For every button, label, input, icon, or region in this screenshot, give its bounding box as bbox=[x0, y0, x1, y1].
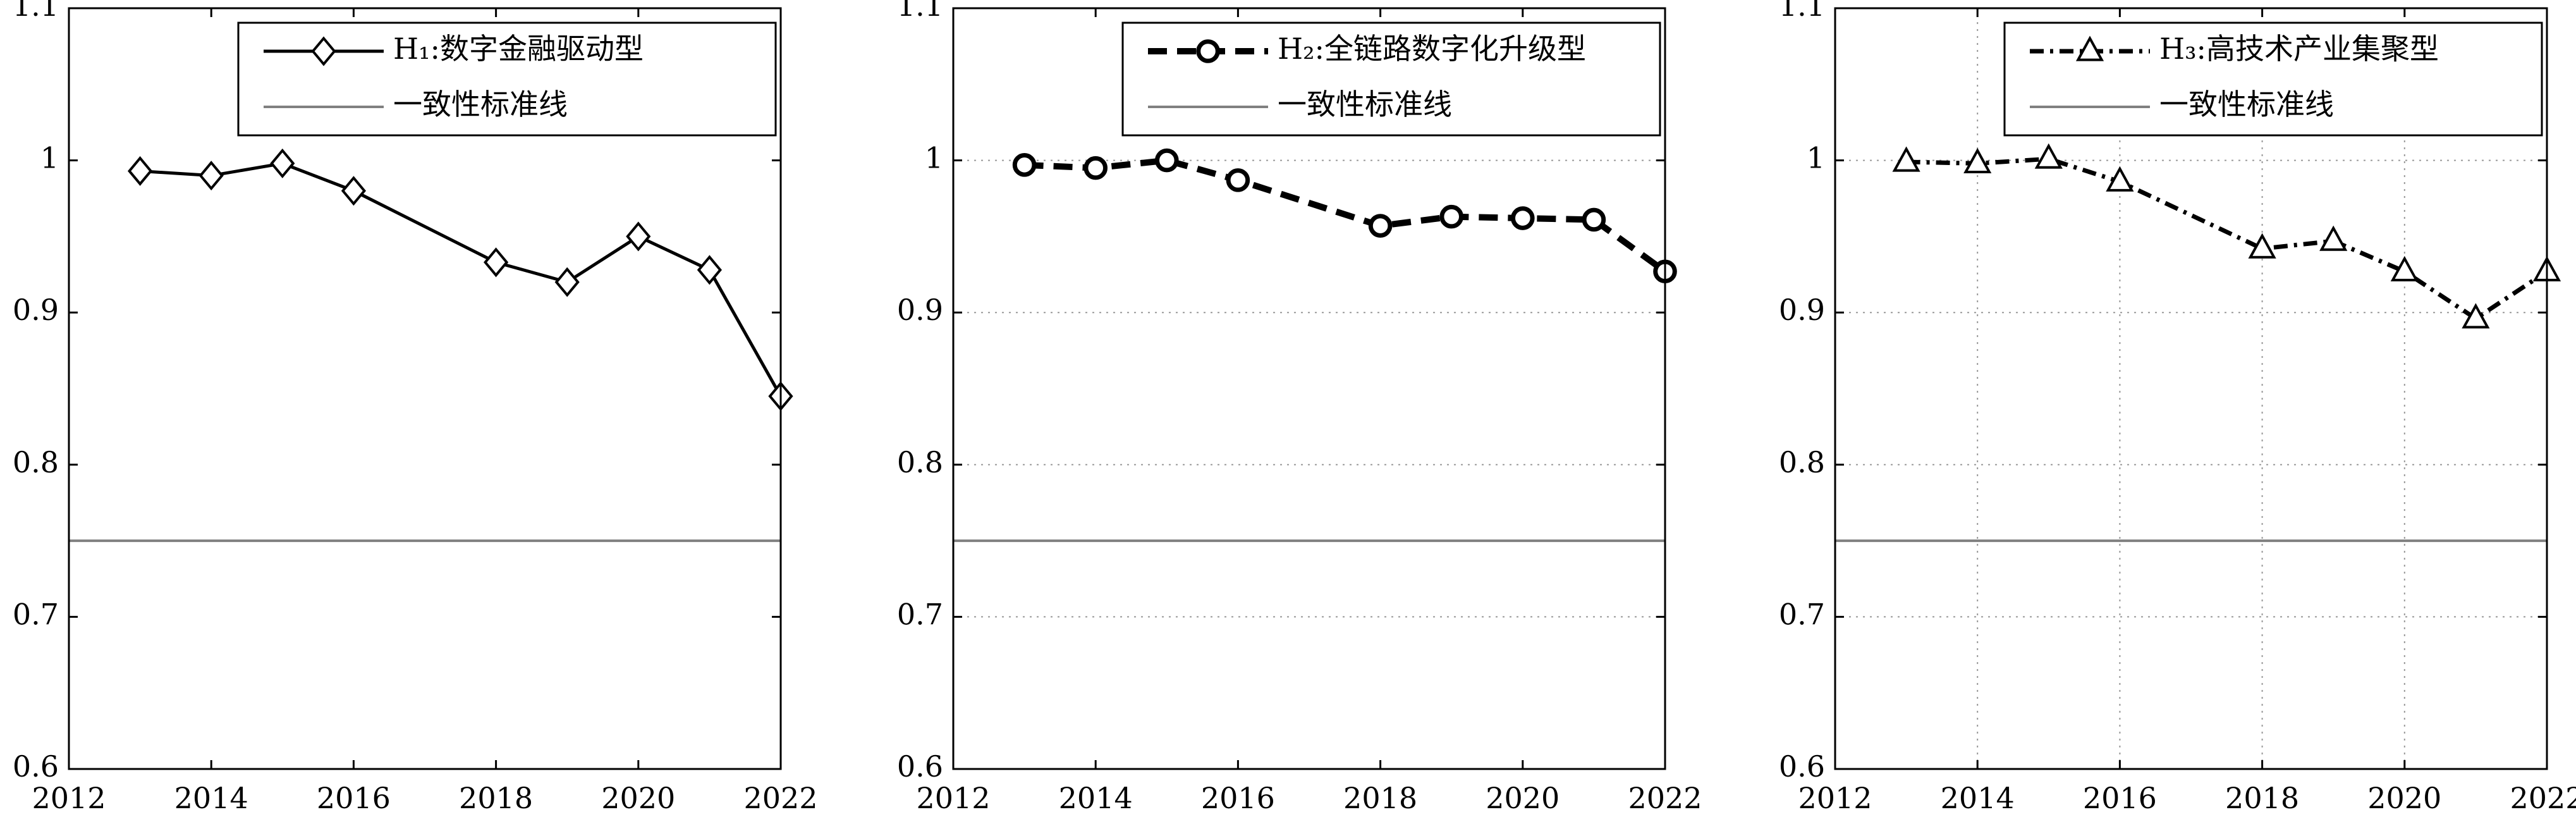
axes-frame bbox=[952, 7, 1666, 770]
y-tick-label: 0.6 bbox=[897, 749, 943, 784]
x-tick-label: 2020 bbox=[601, 781, 675, 815]
marker bbox=[270, 148, 295, 178]
marker bbox=[1963, 147, 1992, 174]
y-tick-label: 1.1 bbox=[13, 0, 59, 23]
axes-frame bbox=[1834, 7, 2548, 770]
marker bbox=[1439, 204, 1463, 229]
marker bbox=[127, 156, 153, 186]
marker bbox=[198, 161, 224, 191]
y-tick-label: 0.7 bbox=[13, 597, 59, 631]
x-tick-label: 2016 bbox=[2083, 781, 2157, 815]
marker bbox=[341, 176, 367, 206]
legend-label: H₃:高技术产业集聚型 bbox=[2159, 32, 2439, 66]
y-tick-label: 0.8 bbox=[897, 445, 943, 479]
x-tick-label: 2016 bbox=[1201, 781, 1275, 815]
y-tick-label: 0.7 bbox=[897, 597, 943, 631]
marker bbox=[2106, 166, 2134, 192]
legend-label: 一致性标准线 bbox=[393, 87, 568, 121]
legend-label: 一致性标准线 bbox=[2159, 87, 2334, 121]
legend-box bbox=[2003, 22, 2543, 137]
marker bbox=[2319, 225, 2348, 251]
marker bbox=[1196, 39, 1220, 63]
axes-frame bbox=[68, 7, 782, 770]
marker bbox=[1368, 214, 1393, 238]
x-tick-label: 2014 bbox=[174, 781, 248, 815]
y-tick-label: 1.1 bbox=[897, 0, 943, 23]
y-tick-label: 0.9 bbox=[1779, 293, 1825, 327]
x-tick-label: 2022 bbox=[1628, 781, 1702, 815]
x-tick-label: 2012 bbox=[916, 781, 990, 815]
series-line bbox=[1906, 156, 2548, 322]
y-tick-label: 0.8 bbox=[13, 445, 59, 479]
x-tick-label: 2012 bbox=[1798, 781, 1872, 815]
marker bbox=[1155, 148, 1179, 173]
marker bbox=[2390, 255, 2419, 281]
legend-label: 一致性标准线 bbox=[1278, 87, 1452, 121]
y-tick-label: 1 bbox=[40, 141, 59, 175]
marker bbox=[626, 221, 651, 252]
x-tick-label: 2020 bbox=[2367, 781, 2441, 815]
marker bbox=[1012, 153, 1037, 177]
marker bbox=[1084, 156, 1108, 180]
y-tick-label: 0.6 bbox=[1779, 749, 1825, 784]
legend-label: H₂:全链路数字化升级型 bbox=[1278, 32, 1586, 66]
legend-label: H₁:数字金融驱动型 bbox=[393, 32, 644, 66]
y-tick-label: 0.7 bbox=[1779, 597, 1825, 631]
x-tick-label: 2016 bbox=[317, 781, 391, 815]
x-tick-label: 2018 bbox=[459, 781, 533, 815]
x-tick-label: 2018 bbox=[1343, 781, 1417, 815]
marker bbox=[1582, 207, 1606, 232]
y-tick-label: 0.9 bbox=[13, 293, 59, 327]
y-tick-label: 1.1 bbox=[1779, 0, 1825, 23]
y-tick-label: 0.8 bbox=[1779, 445, 1825, 479]
marker bbox=[697, 255, 723, 285]
marker bbox=[2248, 233, 2276, 259]
x-tick-label: 2018 bbox=[2225, 781, 2299, 815]
x-tick-label: 2022 bbox=[743, 781, 817, 815]
marker bbox=[1892, 146, 1920, 172]
marker bbox=[554, 267, 580, 297]
y-tick-label: 0.9 bbox=[897, 293, 943, 327]
x-tick-label: 2020 bbox=[1486, 781, 1560, 815]
marker bbox=[1226, 168, 1250, 192]
y-tick-label: 0.6 bbox=[13, 749, 59, 784]
x-tick-label: 2014 bbox=[1059, 781, 1133, 815]
marker bbox=[1511, 206, 1535, 230]
y-tick-label: 1 bbox=[1807, 141, 1825, 175]
marker bbox=[483, 247, 509, 278]
x-tick-label: 2012 bbox=[32, 781, 106, 815]
y-tick-label: 1 bbox=[925, 141, 943, 175]
marker bbox=[311, 36, 336, 66]
marker bbox=[2075, 35, 2104, 61]
marker bbox=[2462, 303, 2490, 329]
marker bbox=[2034, 143, 2063, 169]
x-tick-label: 2014 bbox=[1941, 781, 2015, 815]
x-tick-label: 2022 bbox=[2510, 781, 2576, 815]
